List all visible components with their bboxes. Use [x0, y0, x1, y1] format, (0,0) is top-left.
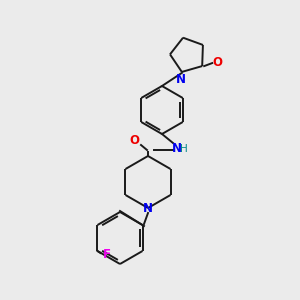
Text: H: H — [180, 144, 188, 154]
Text: O: O — [129, 134, 139, 146]
Text: O: O — [212, 56, 222, 69]
Text: N: N — [176, 73, 186, 86]
Text: F: F — [103, 248, 110, 260]
Text: N: N — [143, 202, 153, 214]
Text: N: N — [172, 142, 182, 154]
